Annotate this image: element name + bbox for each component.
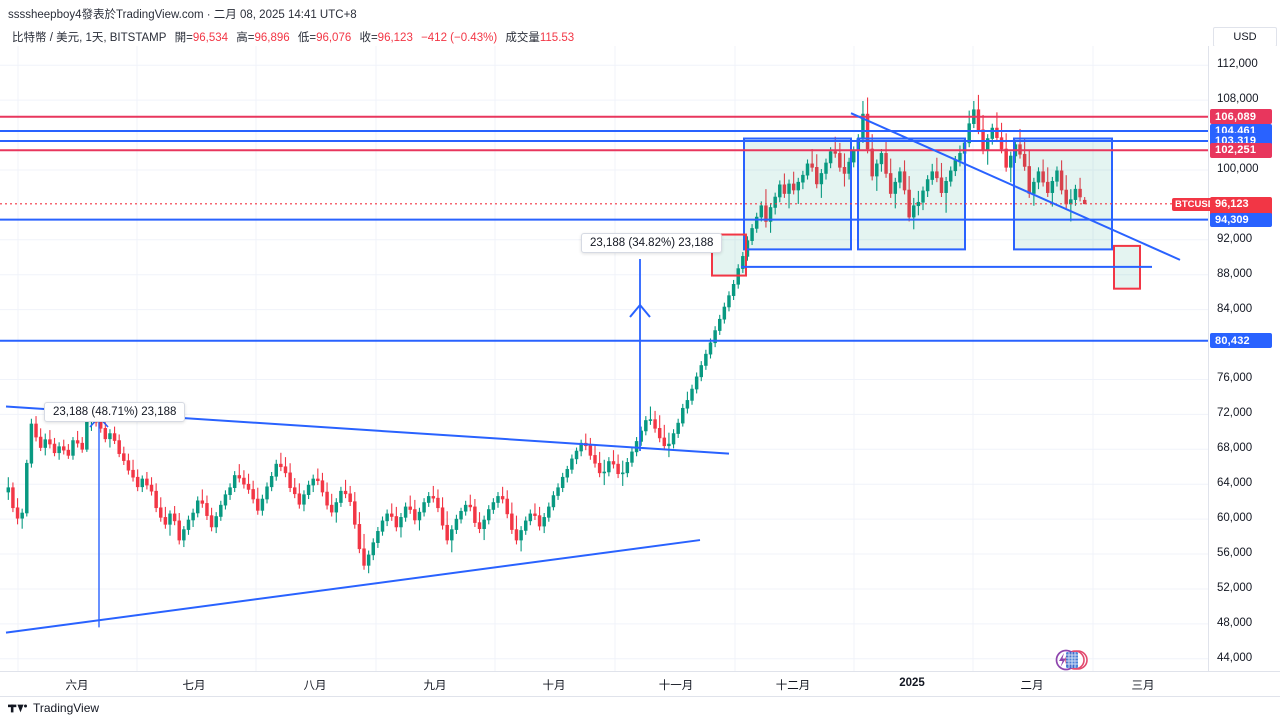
price-tick: 84,000	[1217, 302, 1253, 315]
legend-volume-label: 成交量	[505, 32, 540, 44]
price-tick: 68,000	[1217, 442, 1253, 455]
trend-lines	[5, 112, 1181, 634]
legend-high-value: 96,896	[254, 32, 290, 44]
time-tick: 三月	[1131, 680, 1155, 692]
legend-open-value: 96,534	[192, 32, 229, 44]
time-tick: 七月	[182, 680, 206, 692]
symbol-price-tag: BTCUSD	[1172, 197, 1218, 211]
price-level-tag: 80,432	[1210, 333, 1272, 349]
price-tick: 112,000	[1217, 58, 1258, 71]
time-scale[interactable]: 六月 七月 八月 九月 十月 十一月 十二月 2025 二月 三月	[0, 671, 1280, 697]
price-tick: 48,000	[1217, 616, 1253, 629]
price-tick: 64,000	[1217, 477, 1253, 490]
price-tick: 100,000	[1217, 162, 1259, 175]
time-tick: 二月	[1020, 680, 1044, 692]
price-tick: 52,000	[1217, 581, 1253, 594]
time-tick: 2025	[899, 677, 925, 689]
time-tick: 十一月	[658, 680, 694, 692]
legend-low-value: 96,076	[316, 32, 352, 44]
price-tick: 76,000	[1217, 372, 1253, 385]
attribution-text: ssssheepboy4發表於TradingView.com · 二月 08, …	[8, 9, 357, 21]
currency-box[interactable]: USD	[1213, 27, 1277, 47]
current-price-value: 96,123	[1215, 197, 1249, 210]
price-level-tag: 106,089	[1210, 109, 1272, 125]
tradingview-logo-icon	[8, 704, 27, 712]
price-tick: 60,000	[1217, 512, 1253, 525]
legend-change: −412 (−0.43%)	[421, 32, 498, 44]
price-tick: 56,000	[1217, 547, 1253, 560]
price-tick: 108,000	[1217, 93, 1259, 106]
horizontal-price-lines	[0, 115, 1208, 342]
low-price-tag: 94,309	[1210, 212, 1272, 227]
legend-close-label: 收=	[359, 32, 378, 44]
legend-symbol[interactable]: 比特幣 / 美元, 1天, BITSTAMP	[12, 32, 167, 44]
measurement-label-2[interactable]: 23,188 (34.82%) 23,188	[581, 233, 723, 253]
price-tick: 88,000	[1217, 267, 1253, 280]
time-tick: 九月	[423, 680, 447, 692]
legend-close-value: 96,123	[377, 32, 413, 44]
price-tick: 72,000	[1217, 407, 1253, 420]
price-tick: 92,000	[1217, 232, 1253, 245]
tradingview-wordmark: TradingView	[33, 701, 100, 715]
chart-legend[interactable]: 比特幣 / 美元, 1天, BITSTAMP 開=96,534 高=96,896…	[12, 29, 574, 45]
measurement-label-1[interactable]: 23,188 (48.71%) 23,188	[44, 402, 186, 422]
time-tick: 八月	[303, 680, 327, 692]
channel-watermark-logo	[1055, 649, 1088, 671]
time-tick: 六月	[65, 680, 89, 692]
legend-low-label: 低=	[297, 32, 317, 44]
time-tick: 十月	[542, 680, 566, 692]
legend-open-label: 開=	[174, 32, 193, 44]
legend-volume-value: 115.53	[539, 32, 575, 44]
price-level-tag: 102,251	[1210, 142, 1272, 158]
legend-high-label: 高=	[236, 32, 255, 44]
chart-pane[interactable]: 23,188 (48.71%) 23,188 23,188 (34.82%) 2…	[0, 46, 1208, 671]
time-tick: 十二月	[775, 680, 811, 692]
footer-branding[interactable]: TradingView	[8, 701, 99, 715]
price-tick: 44,000	[1217, 651, 1253, 664]
chart-canvas	[0, 46, 1208, 671]
